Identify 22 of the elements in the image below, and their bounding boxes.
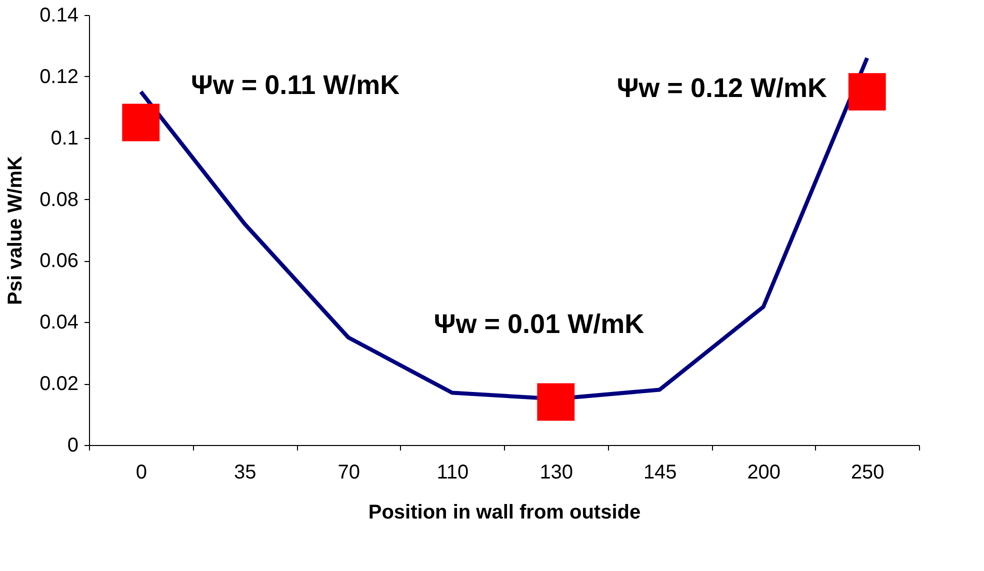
x-axis-title: Position in wall from outside <box>368 502 641 524</box>
y-tick-label: 0.06 <box>40 250 78 272</box>
annotation: Ψw = 0.12 W/mK <box>616 73 828 103</box>
x-tick-label: 35 <box>234 462 256 484</box>
y-tick-label: 0.1 <box>50 127 78 150</box>
annotation: Ψw = 0.11 W/mK <box>191 70 400 100</box>
x-tick-label: 250 <box>850 462 884 484</box>
x-tick-label: 110 <box>436 462 469 484</box>
y-tick-label: 0.14 <box>40 4 78 26</box>
x-tick-label: 145 <box>643 462 677 484</box>
y-tick-label: 0.02 <box>40 373 78 396</box>
x-tick-label: 200 <box>747 462 781 484</box>
y-tick-label: 0.12 <box>40 66 78 88</box>
line-series <box>138 56 870 401</box>
y-tick-label: 0.08 <box>40 188 78 211</box>
x-tick-label: 70 <box>338 462 360 484</box>
x-tick-label: 0 <box>136 462 147 484</box>
annotation: Ψw = 0.01 W/mK <box>434 309 645 339</box>
y-tick-label: 0.04 <box>40 312 78 334</box>
y-tick-label: 0 <box>67 434 78 456</box>
y-axis-title: Psi value W/mK <box>4 155 27 305</box>
x-tick-label: 130 <box>540 462 574 484</box>
